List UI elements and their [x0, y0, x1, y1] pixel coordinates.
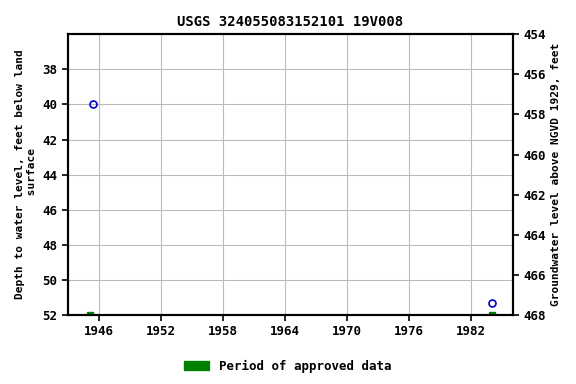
Y-axis label: Groundwater level above NGVD 1929, feet: Groundwater level above NGVD 1929, feet — [551, 43, 561, 306]
Title: USGS 324055083152101 19V008: USGS 324055083152101 19V008 — [177, 15, 403, 29]
Y-axis label: Depth to water level, feet below land
 surface: Depth to water level, feet below land su… — [15, 50, 37, 300]
Legend: Period of approved data: Period of approved data — [179, 355, 397, 378]
